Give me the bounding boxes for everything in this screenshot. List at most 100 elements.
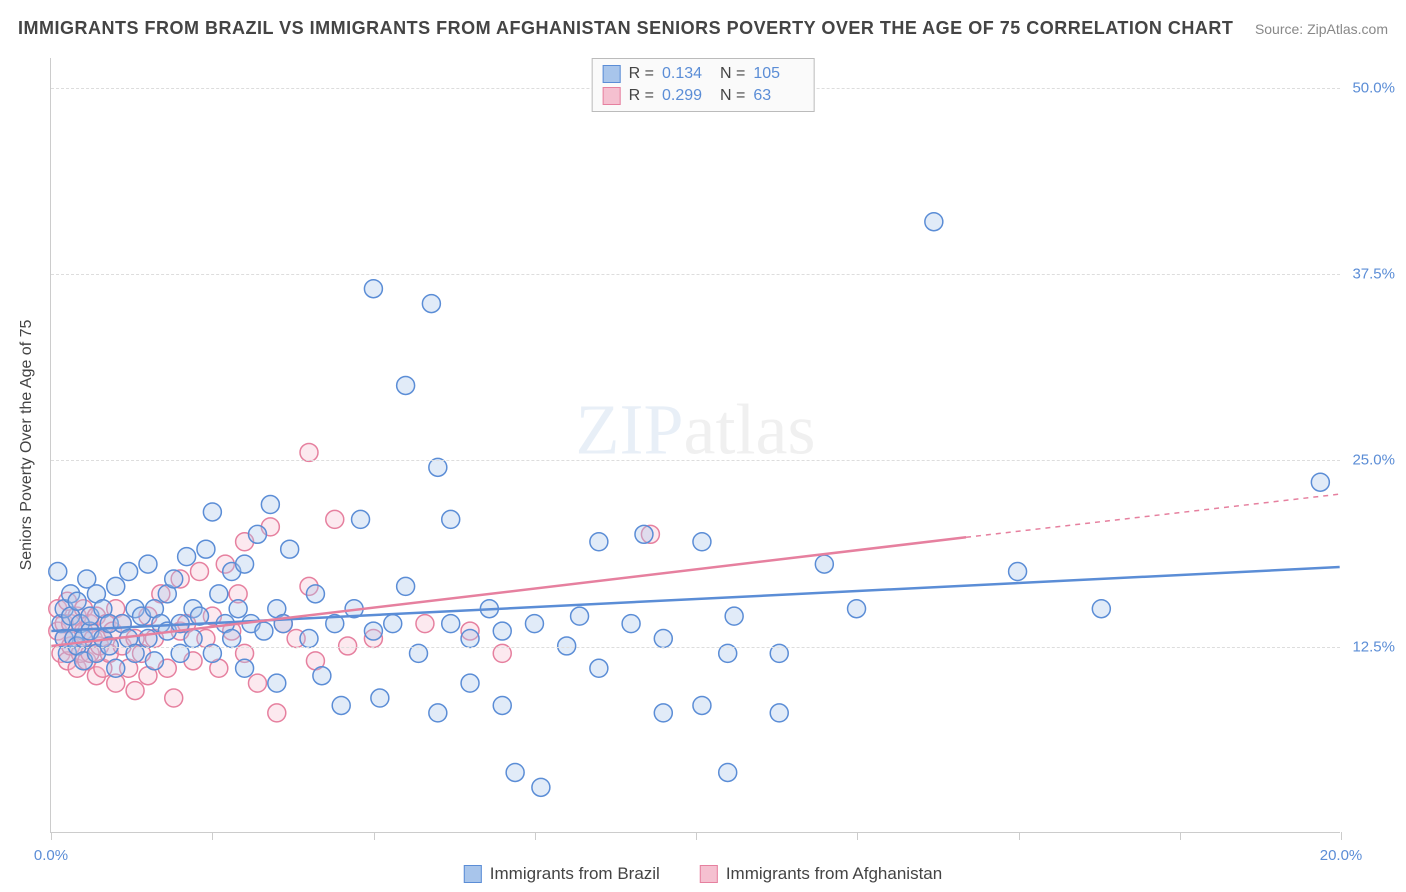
data-point — [590, 533, 608, 551]
data-point — [139, 630, 157, 648]
data-point — [107, 659, 125, 677]
data-point — [107, 577, 125, 595]
data-point — [326, 510, 344, 528]
source-prefix: Source: — [1255, 21, 1307, 37]
data-point — [313, 667, 331, 685]
series-legend: Immigrants from Brazil Immigrants from A… — [464, 864, 942, 884]
data-point — [848, 600, 866, 618]
y-tick-label: 25.0% — [1352, 452, 1395, 469]
data-point — [416, 615, 434, 633]
data-point — [442, 510, 460, 528]
y-tick-label: 37.5% — [1352, 266, 1395, 283]
data-point — [654, 630, 672, 648]
data-point — [165, 689, 183, 707]
data-point — [590, 659, 608, 677]
source-link[interactable]: ZipAtlas.com — [1307, 21, 1388, 37]
data-point — [126, 682, 144, 700]
data-point — [384, 615, 402, 633]
data-point — [571, 607, 589, 625]
data-point — [422, 295, 440, 313]
legend-item-afghanistan: Immigrants from Afghanistan — [700, 864, 942, 884]
x-tick — [1341, 832, 1342, 840]
data-point — [210, 585, 228, 603]
data-point — [223, 630, 241, 648]
data-point — [255, 622, 273, 640]
series-name-brazil: Immigrants from Brazil — [490, 864, 660, 884]
data-point — [461, 630, 479, 648]
data-point — [725, 607, 743, 625]
scatter-plot-area: Seniors Poverty Over the Age of 75 ZIPat… — [50, 58, 1340, 833]
data-point — [1009, 563, 1027, 581]
n-value-brazil: 105 — [753, 65, 803, 83]
data-point — [493, 696, 511, 714]
n-label: N = — [720, 65, 745, 83]
data-point — [300, 443, 318, 461]
data-point — [635, 525, 653, 543]
data-point — [191, 563, 209, 581]
n-label: N = — [720, 87, 745, 105]
data-point — [165, 570, 183, 588]
data-point — [770, 704, 788, 722]
data-point — [364, 622, 382, 640]
swatch-afghanistan-bottom — [700, 865, 718, 883]
x-tick — [1180, 832, 1181, 840]
data-point — [654, 704, 672, 722]
data-point — [236, 659, 254, 677]
data-point — [506, 763, 524, 781]
y-tick-label: 50.0% — [1352, 79, 1395, 96]
x-tick — [1019, 832, 1020, 840]
x-tick — [535, 832, 536, 840]
r-value-afghanistan: 0.299 — [662, 87, 712, 105]
gridline — [51, 274, 1340, 275]
data-point — [532, 778, 550, 796]
gridline — [51, 460, 1340, 461]
x-tick — [374, 832, 375, 840]
x-tick — [51, 832, 52, 840]
r-label: R = — [629, 87, 654, 105]
data-point — [622, 615, 640, 633]
data-point — [120, 563, 138, 581]
data-point — [261, 496, 279, 514]
x-tick-label: 0.0% — [34, 847, 68, 864]
chart-title: IMMIGRANTS FROM BRAZIL VS IMMIGRANTS FRO… — [18, 18, 1233, 39]
r-value-brazil: 0.134 — [662, 65, 712, 83]
data-point — [197, 540, 215, 558]
swatch-brazil-bottom — [464, 865, 482, 883]
data-point — [281, 540, 299, 558]
data-point — [397, 577, 415, 595]
data-point — [815, 555, 833, 573]
legend-row-afghanistan: R = 0.299 N = 63 — [603, 85, 804, 107]
data-point — [525, 615, 543, 633]
r-label: R = — [629, 65, 654, 83]
data-point — [371, 689, 389, 707]
n-value-afghanistan: 63 — [753, 87, 803, 105]
data-point — [1092, 600, 1110, 618]
data-point — [229, 600, 247, 618]
legend-row-brazil: R = 0.134 N = 105 — [603, 63, 804, 85]
data-point — [49, 563, 67, 581]
data-point — [184, 630, 202, 648]
data-point — [236, 555, 254, 573]
data-point — [925, 213, 943, 231]
x-tick — [857, 832, 858, 840]
data-point — [145, 652, 163, 670]
data-point — [300, 630, 318, 648]
data-point — [719, 763, 737, 781]
data-point — [268, 704, 286, 722]
regression-line-extrapolated — [966, 494, 1340, 537]
data-point — [397, 376, 415, 394]
correlation-legend: R = 0.134 N = 105 R = 0.299 N = 63 — [592, 58, 815, 112]
y-axis-label: Seniors Poverty Over the Age of 75 — [18, 320, 36, 571]
x-tick-label: 20.0% — [1320, 847, 1363, 864]
data-point — [364, 280, 382, 298]
data-point — [429, 704, 447, 722]
source-attribution: Source: ZipAtlas.com — [1255, 21, 1388, 37]
data-point — [493, 622, 511, 640]
data-point — [248, 674, 266, 692]
swatch-brazil — [603, 65, 621, 83]
data-point — [68, 592, 86, 610]
gridline — [51, 647, 1340, 648]
data-point — [352, 510, 370, 528]
data-point — [139, 555, 157, 573]
data-point — [248, 525, 266, 543]
